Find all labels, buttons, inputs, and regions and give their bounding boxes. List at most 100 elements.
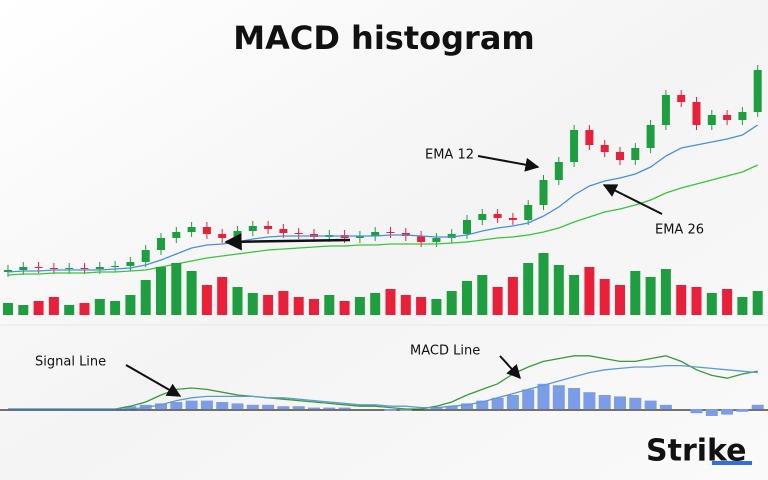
histogram-bar — [292, 406, 305, 409]
histogram-bar — [384, 409, 397, 411]
histogram-bar — [430, 407, 443, 409]
arrow — [499, 355, 521, 380]
histogram-bar — [537, 383, 550, 409]
volume-bar — [553, 265, 564, 315]
candle-body — [65, 268, 74, 269]
candle-body — [539, 180, 548, 205]
candle-body — [386, 232, 395, 233]
histogram-bar — [323, 407, 336, 409]
volume-bar — [125, 295, 136, 315]
line — [8, 355, 758, 410]
histogram-bar — [522, 389, 535, 409]
histogram-bar — [246, 404, 259, 409]
candle-body — [432, 238, 441, 242]
volume-bar — [324, 295, 335, 315]
candle-body — [187, 227, 196, 232]
volume-bar — [232, 287, 243, 315]
volume-bar — [140, 280, 151, 315]
arrow — [602, 184, 663, 215]
candle-body — [49, 268, 58, 269]
candle-body — [585, 130, 594, 145]
candle-body — [417, 236, 426, 242]
candle-body — [111, 266, 120, 267]
volume-bar — [431, 299, 442, 315]
annotation: Signal Line — [35, 355, 106, 370]
histogram-bar — [659, 404, 672, 409]
histogram-bar — [139, 404, 152, 409]
candle-body — [661, 95, 670, 125]
histogram-bar — [155, 403, 167, 409]
volume-bar — [400, 295, 411, 315]
annotation: MACD Line — [410, 344, 480, 359]
histogram-bar — [644, 400, 657, 409]
histogram-bar — [491, 397, 504, 409]
candle-body — [202, 227, 211, 234]
histogram-bar — [216, 402, 229, 409]
volume-bar — [660, 269, 671, 315]
plot-area — [3, 65, 764, 416]
volume-bar — [94, 299, 105, 315]
histogram-bar — [262, 404, 275, 409]
histogram-bar — [598, 395, 611, 409]
volume-bar — [446, 291, 457, 315]
volume-bar — [615, 285, 625, 315]
volume-bar — [584, 267, 595, 315]
histogram-bar — [231, 403, 244, 409]
candle-body — [692, 102, 701, 125]
volume-bar — [416, 297, 427, 315]
candle-body — [447, 234, 456, 238]
histogram-bar — [629, 397, 642, 409]
volume-bar — [171, 263, 182, 315]
volume-bar — [737, 297, 748, 315]
volume-bar — [156, 267, 166, 315]
candle-body — [34, 267, 43, 268]
volume-bar — [538, 253, 549, 315]
histogram-bar — [200, 400, 213, 409]
candle-body — [554, 162, 563, 180]
volume-bar — [247, 293, 258, 315]
volume-bar — [293, 297, 304, 315]
histogram-bar — [277, 406, 290, 409]
histogram-bar — [338, 407, 351, 409]
histogram-bar — [308, 407, 320, 409]
volume-bar — [354, 297, 365, 315]
volume-bar — [217, 277, 228, 315]
volume-bar — [278, 291, 289, 315]
line — [8, 364, 758, 410]
candle-body — [707, 115, 716, 125]
volume-bar — [33, 301, 44, 315]
candle-body — [677, 95, 686, 102]
volume-bar — [507, 277, 518, 315]
candle-body — [141, 250, 150, 262]
chart-title: MACD histogram — [233, 19, 535, 57]
candle-body — [157, 238, 165, 250]
histogram-bar — [185, 400, 198, 409]
annotation: EMA 26 — [655, 223, 704, 238]
line — [7, 124, 759, 273]
volume-bar — [48, 297, 59, 315]
histogram-bar — [736, 409, 749, 412]
line — [7, 164, 758, 276]
histogram-bar — [705, 409, 718, 416]
volume-bar — [339, 301, 350, 315]
histogram-bar — [552, 385, 565, 409]
volume-bar — [477, 275, 488, 315]
arrow — [125, 364, 182, 397]
histogram-bar — [445, 406, 458, 409]
arrow — [224, 232, 351, 251]
volume-bar — [523, 263, 534, 315]
candle-body — [753, 70, 762, 112]
candle-body — [463, 220, 471, 234]
volume-bar — [645, 277, 656, 315]
candle-body — [172, 232, 181, 238]
volume-bar — [79, 303, 90, 315]
histogram-bar — [170, 402, 183, 409]
volume-bar — [492, 287, 503, 315]
volume-bar — [691, 287, 702, 315]
volume-bar — [64, 305, 75, 315]
volume-bar — [18, 305, 29, 315]
volume-bar — [3, 303, 13, 315]
candle-body — [478, 214, 487, 220]
arrow — [477, 155, 540, 172]
